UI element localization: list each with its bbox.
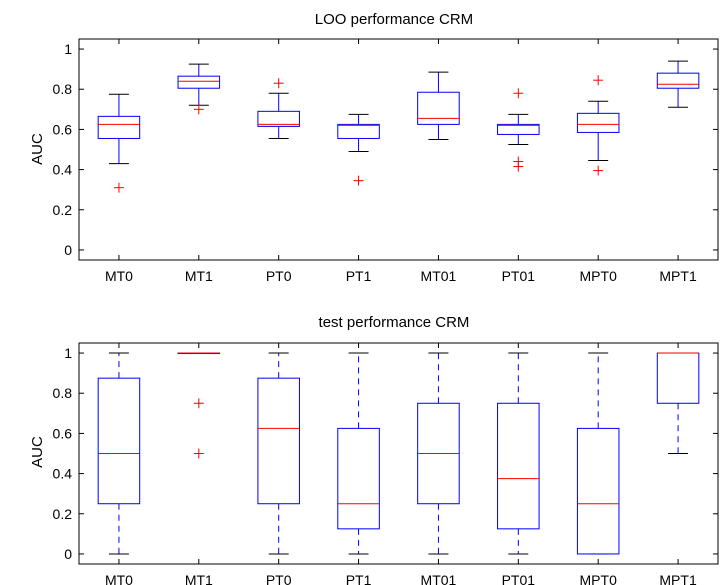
- x-tick-label: PT1: [346, 572, 372, 585]
- box-pt01: [497, 88, 540, 172]
- y-tick-label: 0.4: [53, 466, 73, 482]
- box-body: [97, 115, 141, 139]
- box-mt01: [417, 71, 460, 140]
- box-pt01: [497, 352, 540, 555]
- axes-frame: [78, 38, 719, 261]
- outlier-marker: [113, 182, 124, 193]
- outlier-marker: [513, 161, 524, 172]
- box-body: [497, 402, 540, 530]
- box-body: [417, 91, 460, 125]
- y-axis-label: AUC: [29, 436, 46, 468]
- box-body: [656, 352, 700, 404]
- box-mt1: [177, 352, 221, 459]
- outlier-marker: [353, 175, 364, 186]
- outlier-marker: [593, 75, 604, 86]
- axes-frame: [78, 342, 719, 565]
- box-body: [337, 123, 380, 139]
- x-tick-label: MT1: [185, 572, 213, 585]
- box-mt0: [97, 352, 141, 555]
- y-tick-label: 0.2: [53, 506, 73, 522]
- outlier-marker: [513, 88, 524, 99]
- chart-title: LOO performance CRM: [315, 11, 473, 28]
- y-tick-label: 0.6: [53, 425, 73, 441]
- box-body: [576, 427, 620, 555]
- x-tick-label: MPT0: [580, 268, 618, 284]
- box-body: [337, 427, 380, 530]
- x-tick-label: PT01: [502, 268, 536, 284]
- x-tick-label: MT0: [105, 572, 133, 585]
- box-mpt1: [656, 60, 700, 108]
- box-body: [576, 112, 620, 133]
- box-body: [257, 377, 300, 505]
- x-tick-label: MT01: [421, 572, 457, 585]
- y-tick-label: 0.8: [53, 385, 73, 401]
- outlier-marker: [193, 448, 204, 459]
- box-mpt0: [576, 75, 620, 176]
- y-tick-label: 0.8: [53, 81, 73, 97]
- box-body: [177, 75, 221, 89]
- x-tick-label: PT0: [266, 268, 292, 284]
- x-tick-label: PT1: [346, 268, 372, 284]
- chart-loo: LOO performance CRM AUC 0 0.2 0.4 0.6 0.8 1 MT…: [29, 11, 719, 284]
- outlier-marker: [193, 398, 204, 409]
- box-body: [257, 110, 300, 127]
- box-pt1: [337, 113, 380, 186]
- box-pt0: [257, 78, 300, 139]
- plot-area: 0 0.2 0.4 0.6 0.8 1 MT0 MT1 PT0 PT1 MT01 PT01 MPT0 MP…: [53, 38, 719, 284]
- box-mpt1: [656, 352, 700, 454]
- y-tick-label: 0.2: [53, 202, 73, 218]
- x-tick-label: MT0: [105, 268, 133, 284]
- x-tick-label: MPT1: [659, 268, 697, 284]
- x-tick-label: PT0: [266, 572, 292, 585]
- x-tick-label: MT1: [185, 268, 213, 284]
- box-mt01: [417, 352, 460, 555]
- y-tick-label: 1: [64, 345, 72, 361]
- plot-area: 0 0.2 0.4 0.6 0.8 1 MT0 MT1 PT0 PT1 MT01 PT01 MPT0 MP…: [53, 342, 719, 585]
- box-body: [656, 72, 700, 89]
- y-tick-label: 0.6: [53, 121, 73, 137]
- y-tick-label: 1: [64, 41, 72, 57]
- x-tick-label: PT01: [502, 572, 536, 585]
- x-tick-label: MPT0: [580, 572, 618, 585]
- y-tick-label: 0.4: [53, 162, 73, 178]
- box-pt1: [337, 352, 380, 555]
- y-tick-label: 0: [64, 242, 72, 258]
- x-tick-label: MT01: [421, 268, 457, 284]
- outlier-marker: [193, 104, 204, 115]
- box-mt1: [177, 63, 221, 115]
- chart-title: test performance CRM: [319, 314, 470, 331]
- y-axis-label: AUC: [29, 133, 46, 165]
- box-pt0: [257, 352, 300, 555]
- box-mpt0: [576, 352, 620, 555]
- y-tick-label: 0: [64, 546, 72, 562]
- outlier-marker: [273, 78, 284, 89]
- x-tick-label: MPT1: [659, 572, 697, 585]
- box-mt0: [97, 93, 141, 193]
- outlier-marker: [593, 165, 604, 176]
- box-body: [497, 123, 540, 135]
- chart-test: test performance CRM AUC 0 0.2 0.4 0.6 0.8 1 M…: [29, 314, 719, 585]
- box-body: [97, 377, 141, 505]
